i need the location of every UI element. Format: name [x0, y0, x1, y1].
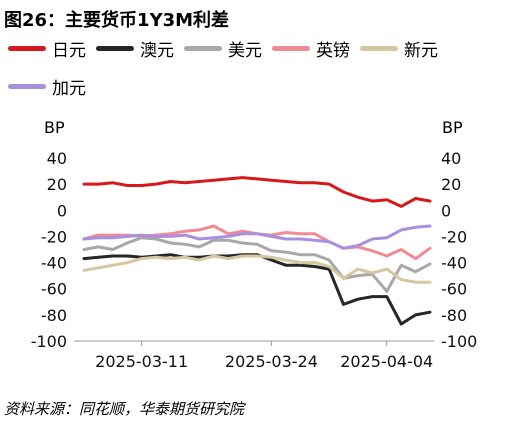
- x-tick-label-2: 2025-04-04: [340, 352, 433, 371]
- legend-swatch-cad: [8, 84, 46, 89]
- legend-item-sgd: 新元: [360, 36, 438, 61]
- legend-label-usd: 美元: [228, 41, 262, 61]
- y-tick-left-3: -20: [41, 227, 67, 246]
- y-tick-right-3: -20: [441, 227, 467, 246]
- series-line-2: [82, 236, 432, 293]
- y-tick-right-4: -40: [441, 254, 467, 273]
- legend-item-usd: 美元: [184, 36, 262, 61]
- legend-swatch-aud: [96, 46, 134, 51]
- y-tick-left-0: 40: [47, 149, 67, 168]
- y-tick-left-4: -40: [41, 254, 67, 273]
- x-tick-label-0: 2025-03-11: [95, 352, 188, 371]
- y-tick-left-7: -100: [31, 332, 67, 351]
- series-line-4: [82, 254, 432, 284]
- series-line-0: [82, 176, 432, 208]
- legend-item-jpy: 日元: [8, 36, 86, 61]
- x-tick-label-1: 2025-03-24: [225, 352, 318, 371]
- y-tick-right-5: -60: [441, 280, 467, 299]
- y-tick-left-1: 20: [47, 175, 67, 194]
- y-tick-left-2: 0: [57, 201, 67, 220]
- legend-label-sgd: 新元: [404, 41, 438, 61]
- y-tick-right-7: -100: [441, 332, 477, 351]
- legend-row-2: 加元: [8, 74, 96, 99]
- legend-swatch-sgd: [360, 46, 398, 51]
- y-tick-right-0: 40: [441, 149, 461, 168]
- legend-item-gbp: 英镑: [272, 36, 350, 61]
- legend-swatch-jpy: [8, 46, 46, 51]
- chart-title: 图26：主要货币1Y3M利差: [4, 10, 230, 31]
- series-line-5: [82, 224, 432, 250]
- legend-label-jpy: 日元: [52, 41, 86, 61]
- y-axis-unit-right: BP: [442, 118, 463, 137]
- y-tick-left-5: -60: [41, 280, 67, 299]
- legend-label-cad: 加元: [52, 79, 86, 99]
- legend-label-gbp: 英镑: [316, 41, 350, 61]
- legend-swatch-gbp: [272, 46, 310, 51]
- legend-label-aud: 澳元: [140, 41, 174, 61]
- series-line-1: [82, 253, 432, 326]
- source-note: 资料来源：同花顺，华泰期货研究院: [4, 400, 245, 418]
- legend-item-aud: 澳元: [96, 36, 174, 61]
- y-axis-unit-left: BP: [44, 118, 65, 137]
- legend-row-1: 日元 澳元 美元 英镑 新元: [8, 36, 448, 61]
- y-tick-right-6: -80: [441, 306, 467, 325]
- y-tick-right-1: 20: [441, 175, 461, 194]
- y-tick-right-2: 0: [441, 201, 451, 220]
- legend-swatch-usd: [184, 46, 222, 51]
- y-tick-left-6: -80: [41, 306, 67, 325]
- legend-item-cad: 加元: [8, 74, 86, 99]
